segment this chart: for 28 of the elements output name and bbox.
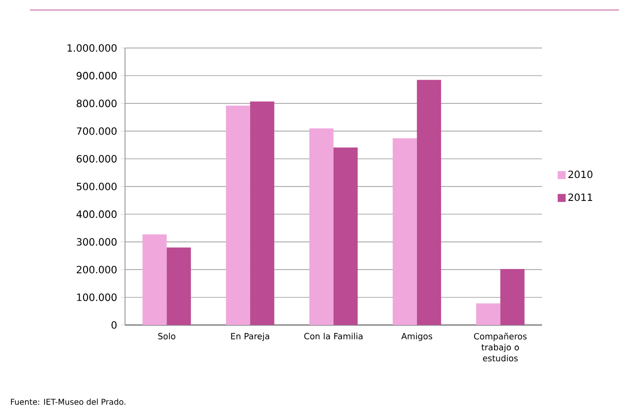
bar <box>416 80 442 325</box>
x-tick-label: En Pareja <box>231 332 270 341</box>
bar <box>500 269 524 325</box>
y-tick-label: 300.000 <box>76 238 117 246</box>
y-tick-label: 0 <box>112 321 117 329</box>
y-tick-label: 800.000 <box>76 100 117 108</box>
y-tick-label: 1.000.000 <box>68 44 117 52</box>
x-tick-label: Amigos <box>401 332 432 341</box>
bar <box>250 101 274 325</box>
legend-label: 2011 <box>568 193 592 202</box>
y-tick-label: 900.000 <box>76 72 117 80</box>
x-tick-label: Con la Familia <box>304 332 362 340</box>
y-tick-label: 500.000 <box>76 182 117 190</box>
y-tick-label: 100.000 <box>77 294 117 302</box>
y-tick-label: 600.000 <box>76 155 117 163</box>
x-tick-label: Solo <box>158 332 176 340</box>
y-tick-label: 400.000 <box>76 210 117 218</box>
x-tick-label: Compañeros trabajo o estudios <box>474 332 527 362</box>
bar <box>476 303 500 325</box>
bar <box>226 106 250 325</box>
legend-label: 2010 <box>568 170 592 178</box>
bar <box>142 234 167 325</box>
bar <box>392 138 417 325</box>
bar <box>334 147 358 325</box>
y-tick-label: 200.000 <box>76 266 117 274</box>
y-tick-label: 700.000 <box>76 127 117 135</box>
bar <box>166 247 191 325</box>
bar <box>309 128 334 325</box>
